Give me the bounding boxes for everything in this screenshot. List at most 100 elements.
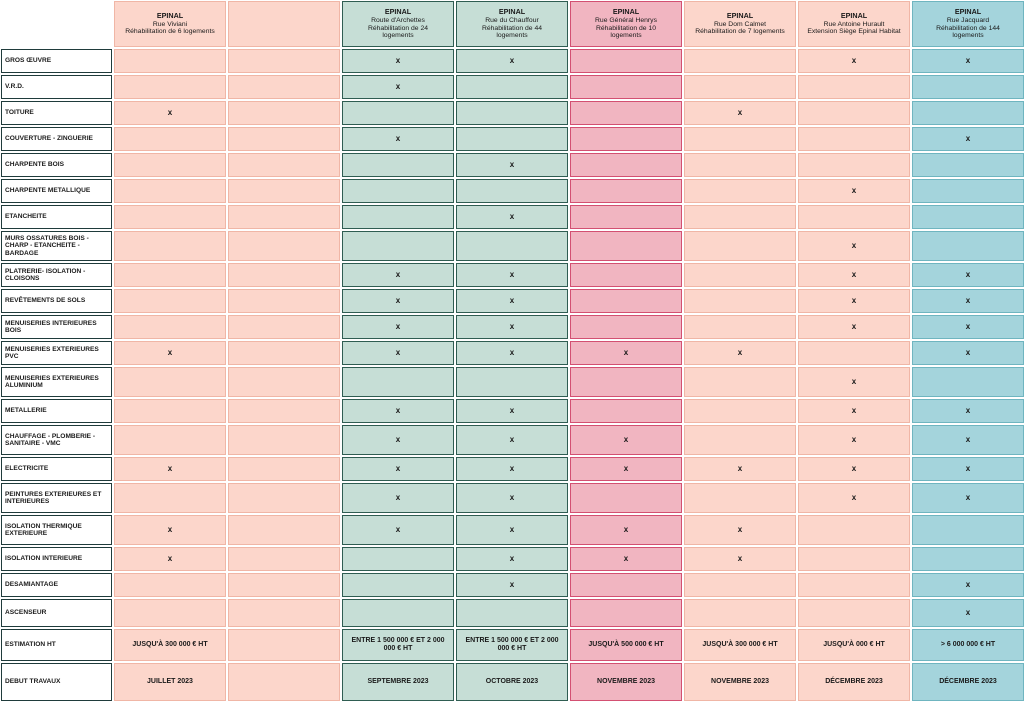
table-cell bbox=[684, 483, 796, 513]
table-cell: x bbox=[342, 399, 454, 423]
table-cell: x bbox=[342, 425, 454, 455]
table-cell bbox=[228, 263, 340, 287]
table-cell: x bbox=[684, 547, 796, 571]
estimation-row-value: JUSQU'À 500 000 € HT bbox=[570, 629, 682, 661]
table-cell bbox=[684, 49, 796, 73]
table-cell bbox=[228, 573, 340, 597]
mark-x: x bbox=[737, 107, 743, 117]
row-label: MENUISERIES EXTERIEURES PVC bbox=[1, 341, 112, 365]
table-cell: x bbox=[912, 49, 1024, 73]
table-cell bbox=[798, 205, 910, 229]
table-cell: x bbox=[114, 341, 226, 365]
table-cell bbox=[684, 263, 796, 287]
table-cell bbox=[114, 263, 226, 287]
table-cell: x bbox=[456, 399, 568, 423]
table-cell bbox=[684, 179, 796, 203]
row-label: COUVERTURE - ZINGUERIE bbox=[1, 127, 112, 151]
mark-x: x bbox=[965, 295, 971, 305]
table-cell: x bbox=[342, 483, 454, 513]
table-cell bbox=[684, 399, 796, 423]
table-cell bbox=[684, 425, 796, 455]
table-cell bbox=[342, 573, 454, 597]
table-cell: x bbox=[114, 515, 226, 545]
table-cell bbox=[228, 153, 340, 177]
mark-x: x bbox=[851, 295, 857, 305]
table-cell: x bbox=[456, 49, 568, 73]
table-cell bbox=[570, 599, 682, 627]
table-cell: x bbox=[342, 315, 454, 339]
start-row-value: DÉCEMBRE 2023 bbox=[912, 663, 1024, 701]
mark-x: x bbox=[509, 579, 515, 589]
table-cell bbox=[456, 231, 568, 261]
mark-x: x bbox=[509, 553, 515, 563]
table-cell bbox=[798, 153, 910, 177]
mark-x: x bbox=[509, 211, 515, 221]
mark-x: x bbox=[623, 463, 629, 473]
estimation-row-value: JUSQU'À 000 € HT bbox=[798, 629, 910, 661]
table-cell bbox=[228, 205, 340, 229]
table-cell bbox=[228, 425, 340, 455]
table-cell bbox=[570, 573, 682, 597]
mark-x: x bbox=[965, 347, 971, 357]
table-cell bbox=[912, 153, 1024, 177]
table-cell: x bbox=[798, 315, 910, 339]
table-cell: x bbox=[912, 341, 1024, 365]
mark-x: x bbox=[509, 295, 515, 305]
estimation-row-value: JUSQU'À 300 000 € HT bbox=[114, 629, 226, 661]
mark-x: x bbox=[965, 269, 971, 279]
column-city: EPINAL bbox=[954, 7, 982, 17]
mark-x: x bbox=[395, 463, 401, 473]
table-cell bbox=[228, 599, 340, 627]
mark-x: x bbox=[623, 347, 629, 357]
mark-x: x bbox=[737, 553, 743, 563]
table-cell bbox=[228, 483, 340, 513]
mark-x: x bbox=[965, 579, 971, 589]
table-cell: x bbox=[912, 573, 1024, 597]
mark-x: x bbox=[395, 321, 401, 331]
mark-x: x bbox=[851, 463, 857, 473]
row-label: ETANCHEITE bbox=[1, 205, 112, 229]
table-cell: x bbox=[456, 289, 568, 313]
column-detail: logements bbox=[382, 32, 414, 40]
table-cell bbox=[228, 547, 340, 571]
column-city: EPINAL bbox=[840, 11, 868, 21]
table-cell bbox=[912, 515, 1024, 545]
table-cell bbox=[342, 547, 454, 571]
column-detail: Rue du Chauffour bbox=[485, 17, 539, 25]
table-cell bbox=[114, 399, 226, 423]
mark-x: x bbox=[395, 295, 401, 305]
mark-x: x bbox=[509, 405, 515, 415]
row-label: TOITURE bbox=[1, 101, 112, 125]
estimation-row-value bbox=[228, 629, 340, 661]
table-cell: x bbox=[342, 263, 454, 287]
mark-x: x bbox=[965, 463, 971, 473]
table-cell: x bbox=[570, 457, 682, 481]
table-cell bbox=[114, 231, 226, 261]
table-cell: x bbox=[570, 341, 682, 365]
row-label: MENUISERIES INTERIEURES BOIS bbox=[1, 315, 112, 339]
table-cell bbox=[114, 367, 226, 397]
mark-x: x bbox=[395, 347, 401, 357]
estimation-row-value: ENTRE 1 500 000 € ET 2 000 000 € HT bbox=[456, 629, 568, 661]
column-detail: Rue Antoine Hurault bbox=[823, 20, 885, 28]
table-cell bbox=[570, 367, 682, 397]
row-label: MENUISERIES EXTERIEURES ALUMINIUM bbox=[1, 367, 112, 397]
column-city: EPINAL bbox=[384, 7, 412, 17]
table-cell: x bbox=[798, 289, 910, 313]
mark-x: x bbox=[851, 321, 857, 331]
table-cell: x bbox=[912, 127, 1024, 151]
table-cell bbox=[684, 289, 796, 313]
start-row-value: NOVEMBRE 2023 bbox=[684, 663, 796, 701]
table-cell bbox=[912, 367, 1024, 397]
table-cell: x bbox=[342, 75, 454, 99]
mark-x: x bbox=[395, 133, 401, 143]
row-label: ASCENSEUR bbox=[1, 599, 112, 627]
table-cell: x bbox=[114, 457, 226, 481]
column-header: EPINAL Rue Dom Calmet Réhabilitation de 7 … bbox=[684, 1, 796, 47]
mark-x: x bbox=[509, 55, 515, 65]
table-cell bbox=[114, 127, 226, 151]
table-cell bbox=[684, 315, 796, 339]
table-cell: x bbox=[456, 341, 568, 365]
table-cell bbox=[570, 263, 682, 287]
estimation-row-value: JUSQU'À 300 000 € HT bbox=[684, 629, 796, 661]
